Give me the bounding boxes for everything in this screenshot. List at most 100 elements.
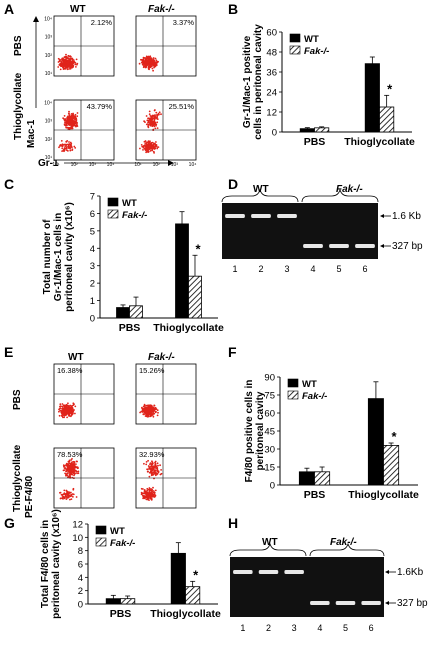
flow-dot bbox=[70, 498, 73, 500]
band-1-6kb bbox=[233, 570, 253, 574]
flow-dot bbox=[146, 415, 149, 418]
flow-dot bbox=[152, 490, 155, 492]
bar-chart-c: 0 1 2 3 4 5 6 7 Total number ofGr-1/Mac-1 cells … bbox=[42, 192, 224, 335]
flow-dot bbox=[71, 115, 74, 117]
y-tick-label: 36 bbox=[266, 68, 277, 79]
flow-dot bbox=[150, 414, 153, 417]
flow-dot bbox=[58, 408, 60, 411]
x-tick-label: PBS bbox=[119, 322, 141, 334]
flow-dot bbox=[60, 60, 63, 63]
flow-dot bbox=[62, 117, 64, 119]
flow-dot bbox=[71, 471, 74, 474]
flow-dot bbox=[149, 66, 152, 69]
flow-dot bbox=[152, 64, 155, 66]
flow-dot bbox=[71, 127, 74, 130]
flow-dot bbox=[70, 116, 73, 119]
flow-plot: 15.26% bbox=[135, 363, 197, 425]
panel-letter-g: G bbox=[4, 515, 15, 531]
y-axis-label: Total F4/80 cells inperitoneal cavity (x… bbox=[40, 509, 62, 619]
flow-dot bbox=[154, 127, 157, 130]
flow-dot bbox=[60, 412, 63, 415]
flow-dot bbox=[153, 66, 156, 69]
gel-h-band-label-1: 1.6Kb bbox=[397, 567, 424, 578]
flow-dot bbox=[73, 467, 75, 469]
y-tick-label: 0 bbox=[78, 600, 83, 611]
flow-dot bbox=[66, 57, 69, 59]
flow-dot bbox=[65, 406, 67, 409]
flow-dot bbox=[156, 462, 159, 465]
flow-dot bbox=[142, 408, 145, 411]
flow-dot bbox=[149, 115, 152, 117]
flow-dot bbox=[148, 466, 151, 468]
flow-dot bbox=[143, 405, 145, 408]
flow-dot bbox=[146, 489, 149, 492]
flow-dot bbox=[152, 58, 155, 61]
flow-dot bbox=[66, 124, 68, 127]
flow-dot bbox=[70, 459, 72, 461]
flow-plot: 43.79% 10¹ 10² 10³ 10⁴ 10¹ 10² 10³ 10⁴ bbox=[44, 99, 114, 168]
flow-dot bbox=[144, 57, 146, 59]
y-tick-label: 4 bbox=[78, 573, 83, 584]
flow-dot bbox=[152, 409, 155, 412]
y-axis-label: F4/80 positive cells inperitoneal cavity bbox=[244, 380, 266, 483]
flow-dot bbox=[148, 113, 151, 116]
flow-dot bbox=[72, 64, 75, 67]
flow-dot bbox=[72, 113, 74, 116]
y-tick-label: 2 bbox=[90, 279, 95, 290]
flow-tick-x: 10² bbox=[153, 162, 161, 168]
band-327bp bbox=[303, 244, 323, 248]
flow-dot bbox=[149, 489, 152, 492]
flow-dot bbox=[63, 406, 66, 409]
flow-dot bbox=[75, 496, 78, 498]
flow-dot bbox=[64, 467, 67, 469]
bar-fak bbox=[314, 127, 330, 133]
flow-dot bbox=[62, 469, 65, 472]
flow-dot bbox=[58, 146, 60, 149]
flow-dot bbox=[73, 61, 76, 64]
flow-dot bbox=[68, 123, 70, 125]
flow-dot bbox=[73, 145, 76, 148]
flow-dot bbox=[148, 407, 151, 410]
flow-dot bbox=[146, 141, 149, 144]
flow-dot bbox=[147, 117, 149, 120]
flow-dot bbox=[156, 147, 159, 150]
panel-letter-b: B bbox=[228, 1, 238, 17]
flow-dot bbox=[151, 116, 153, 119]
gel-d-band-label-2: 327 bp bbox=[392, 241, 423, 252]
flow-dot bbox=[153, 495, 156, 498]
flow-dot bbox=[67, 60, 70, 62]
flow-dot bbox=[147, 492, 150, 495]
flow-dot bbox=[69, 491, 72, 494]
y-tick-label: 45 bbox=[264, 427, 275, 438]
flow-dot bbox=[154, 65, 157, 68]
flow-dot bbox=[151, 114, 154, 117]
band-1-6kb bbox=[251, 214, 271, 218]
flow-dot bbox=[71, 411, 74, 413]
y-tick-label: 0 bbox=[270, 481, 275, 492]
flow-dot bbox=[149, 492, 152, 495]
legend-label: Fak-/- bbox=[304, 46, 329, 57]
flow-dot bbox=[66, 68, 69, 71]
flow-dot bbox=[69, 63, 71, 66]
lane-number: 1 bbox=[240, 623, 245, 633]
flow-dot bbox=[148, 145, 151, 148]
flow-dot bbox=[65, 498, 68, 500]
flow-dot bbox=[147, 124, 150, 126]
flow-dot bbox=[142, 149, 144, 151]
flow-dot bbox=[145, 491, 148, 493]
flow-dot bbox=[64, 121, 67, 124]
band-327bp bbox=[361, 601, 381, 605]
flow-dot bbox=[150, 488, 152, 490]
flow-dot bbox=[68, 407, 71, 409]
gel-h-brace-wt bbox=[229, 542, 307, 557]
flow-dot bbox=[149, 495, 152, 497]
flow-dot bbox=[74, 412, 76, 415]
flow-dot bbox=[74, 63, 77, 66]
flow-dot bbox=[143, 140, 146, 143]
flow-dot bbox=[151, 149, 154, 152]
flow-dot bbox=[151, 467, 154, 469]
flow-dot bbox=[71, 125, 74, 128]
flow-dot bbox=[69, 498, 71, 501]
flow-dot bbox=[153, 491, 156, 494]
band-327bp bbox=[310, 601, 330, 605]
